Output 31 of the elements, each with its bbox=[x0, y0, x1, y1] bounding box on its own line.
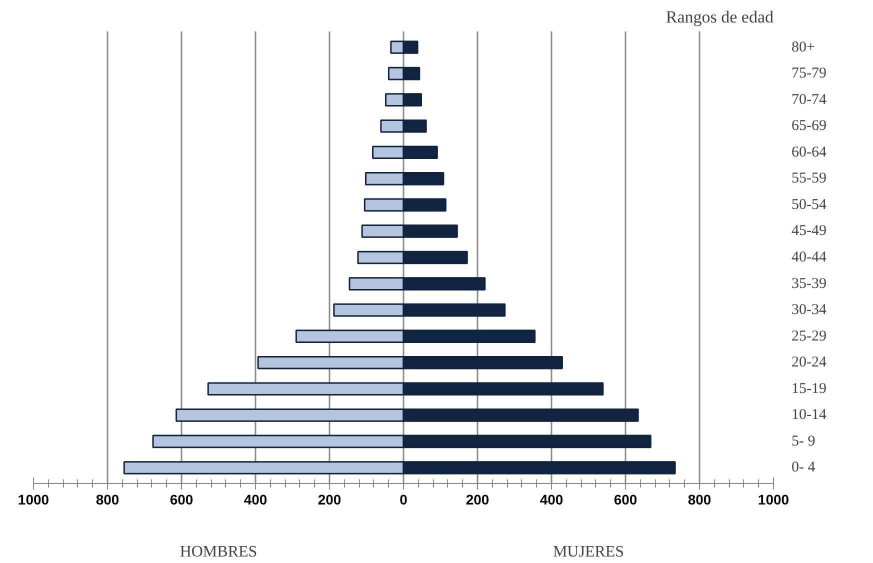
x-tick-label: 600 bbox=[614, 492, 638, 508]
x-tick-label: 200 bbox=[466, 492, 490, 508]
y-tick-label: 20-24 bbox=[792, 354, 827, 371]
x-tick-label: 400 bbox=[540, 492, 564, 508]
x-tick-label: 200 bbox=[318, 492, 342, 508]
x-tick-label: 1000 bbox=[758, 492, 790, 508]
y-tick-label: 55-59 bbox=[792, 170, 826, 187]
x-tick-label: 400 bbox=[244, 492, 268, 508]
x-tick-label: 600 bbox=[170, 492, 194, 508]
x-tick-label: 800 bbox=[688, 492, 712, 508]
y-axis-title: Rangos de edad bbox=[666, 8, 774, 26]
y-tick-label: 40-44 bbox=[792, 250, 827, 266]
y-tick-label: 65-69 bbox=[792, 118, 826, 134]
y-tick-label: 0- 4 bbox=[792, 460, 816, 476]
y-tick-label: 10-14 bbox=[792, 407, 827, 424]
y-tick-label: 80+ bbox=[792, 39, 815, 56]
y-tick-label: 45-49 bbox=[792, 223, 826, 240]
y-tick-label: 75-79 bbox=[792, 66, 826, 82]
text: MUJERES bbox=[552, 544, 624, 560]
x-tick-label: 800 bbox=[96, 492, 120, 508]
x-tick-label: 0 bbox=[400, 492, 408, 508]
y-tick-label: 25-29 bbox=[792, 328, 826, 344]
y-tick-label: 30-34 bbox=[792, 302, 827, 318]
y-tick-label: 35-39 bbox=[792, 276, 826, 292]
y-tick-label: 70-74 bbox=[792, 92, 827, 108]
y-tick-label: 15-19 bbox=[792, 380, 826, 397]
y-tick-label: 60-64 bbox=[792, 144, 827, 160]
x-tick-label: 1000 bbox=[18, 492, 50, 508]
y-tick-label: 5- 9 bbox=[792, 433, 816, 450]
y-tick-label: 50-54 bbox=[792, 196, 827, 213]
text: HOMBRES bbox=[180, 544, 258, 560]
